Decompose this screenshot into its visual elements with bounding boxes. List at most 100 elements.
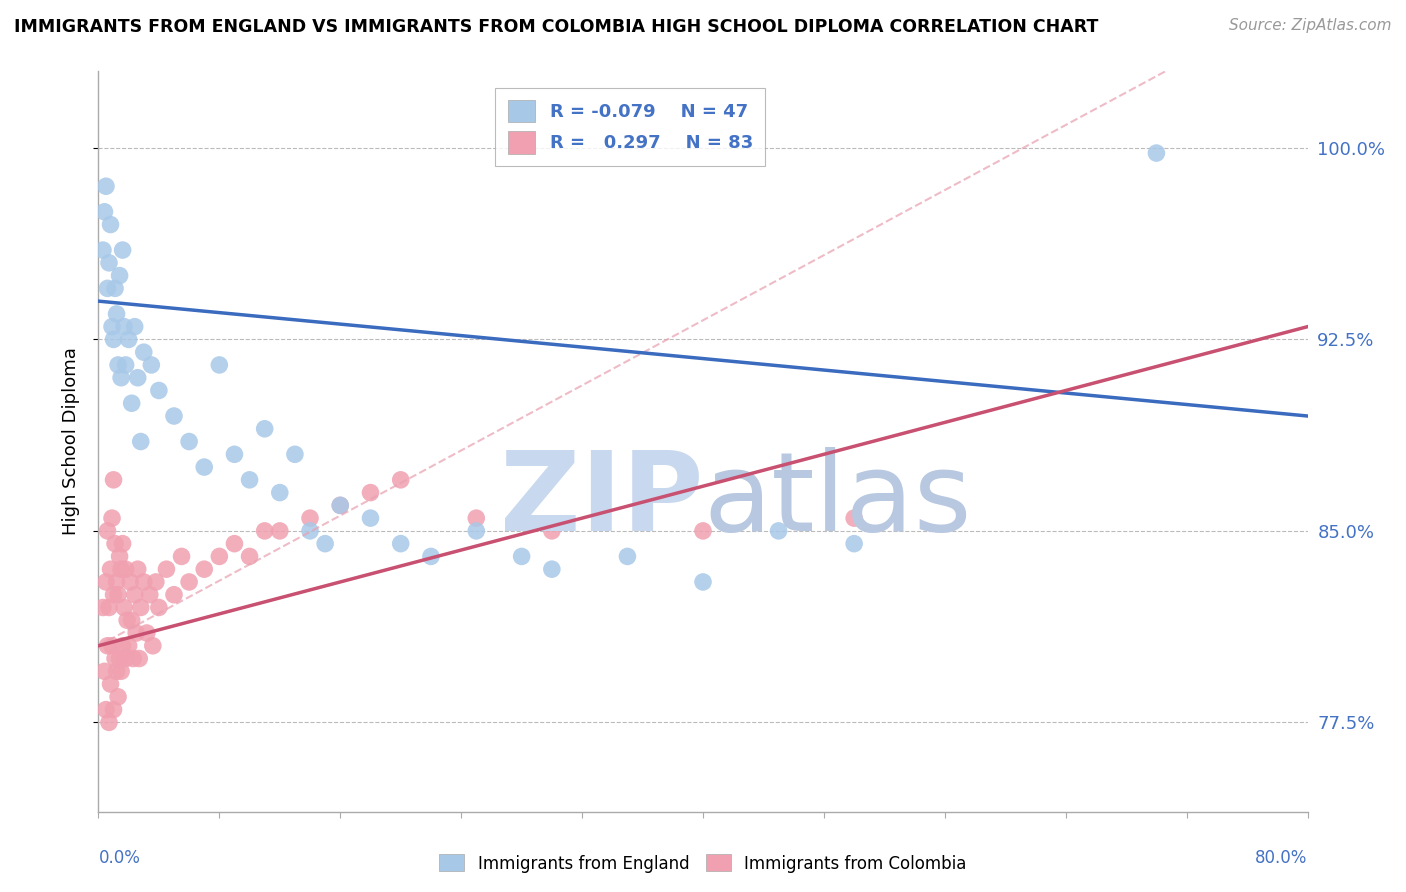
Point (193, 460, 215, 475)
Point (110, 562, 132, 576)
Point (108, 651, 131, 665)
Point (135, 626, 157, 640)
Point (100, 562, 122, 576)
Point (193, 562, 215, 576)
Point (284, 447, 307, 461)
Point (96, 281, 118, 295)
Point (360, 485, 382, 500)
Point (108, 549, 131, 564)
Point (253, 422, 276, 436)
Point (103, 703, 125, 717)
Point (141, 358, 163, 372)
Point (329, 499, 352, 513)
Point (105, 307, 128, 321)
Point (94, 574, 117, 589)
Point (125, 626, 148, 640)
Point (844, 536, 866, 550)
Text: ZIP: ZIP (499, 447, 703, 554)
Point (112, 319, 135, 334)
Point (124, 588, 146, 602)
Point (148, 384, 170, 398)
Point (94, 703, 117, 717)
Point (121, 613, 143, 627)
Point (163, 588, 186, 602)
Point (93, 665, 115, 679)
Point (104, 536, 127, 550)
Point (101, 511, 124, 525)
Point (208, 549, 231, 564)
Point (118, 639, 141, 653)
Point (105, 665, 128, 679)
Point (120, 574, 142, 589)
Point (111, 243, 134, 257)
Point (93, 204, 115, 219)
Point (104, 651, 127, 665)
Point (692, 574, 714, 589)
Point (163, 409, 186, 423)
Point (98, 715, 121, 730)
Point (148, 600, 170, 615)
Point (179, 434, 201, 449)
Point (94, 179, 117, 194)
Point (768, 524, 790, 538)
Point (112, 600, 135, 615)
Point (91, 243, 114, 257)
Point (299, 511, 322, 525)
Point (616, 549, 638, 564)
Point (118, 333, 141, 347)
Point (329, 499, 352, 513)
Point (844, 511, 866, 525)
Point (96, 524, 118, 538)
Point (101, 639, 124, 653)
Point (540, 562, 562, 576)
Point (91, 600, 114, 615)
Point (1146, 146, 1168, 161)
Point (101, 319, 124, 334)
Text: 0.0%: 0.0% (98, 849, 141, 867)
Point (103, 588, 125, 602)
Point (692, 524, 714, 538)
Point (420, 549, 443, 564)
Text: Source: ZipAtlas.com: Source: ZipAtlas.com (1229, 18, 1392, 33)
Point (104, 281, 127, 295)
Point (389, 473, 412, 487)
Point (107, 358, 129, 372)
Point (269, 524, 291, 538)
Point (299, 524, 322, 538)
Point (142, 639, 165, 653)
Point (170, 549, 193, 564)
Y-axis label: High School Diploma: High School Diploma (62, 348, 80, 535)
Point (124, 319, 146, 334)
Point (111, 536, 134, 550)
Point (540, 524, 562, 538)
Point (98, 256, 121, 270)
Point (155, 562, 177, 576)
Point (132, 574, 155, 589)
Text: 80.0%: 80.0% (1256, 849, 1308, 867)
Point (115, 613, 138, 627)
Point (111, 639, 134, 653)
Point (129, 434, 152, 449)
Point (110, 370, 132, 384)
Point (465, 511, 488, 525)
Point (239, 473, 262, 487)
Point (269, 485, 291, 500)
Point (139, 588, 162, 602)
Point (224, 536, 246, 550)
Point (114, 358, 136, 372)
Text: IMMIGRANTS FROM ENGLAND VS IMMIGRANTS FROM COLOMBIA HIGH SCHOOL DIPLOMA CORRELAT: IMMIGRANTS FROM ENGLAND VS IMMIGRANTS FR… (14, 18, 1098, 36)
Point (145, 574, 167, 589)
Point (314, 536, 336, 550)
Point (114, 562, 136, 576)
Point (107, 690, 129, 704)
Point (239, 549, 262, 564)
Point (107, 588, 129, 602)
Point (103, 333, 125, 347)
Point (127, 562, 149, 576)
Point (108, 268, 131, 283)
Legend: Immigrants from England, Immigrants from Colombia: Immigrants from England, Immigrants from… (433, 847, 973, 880)
Point (179, 574, 201, 589)
Text: atlas: atlas (703, 447, 972, 554)
Point (98, 600, 121, 615)
Point (114, 651, 136, 665)
